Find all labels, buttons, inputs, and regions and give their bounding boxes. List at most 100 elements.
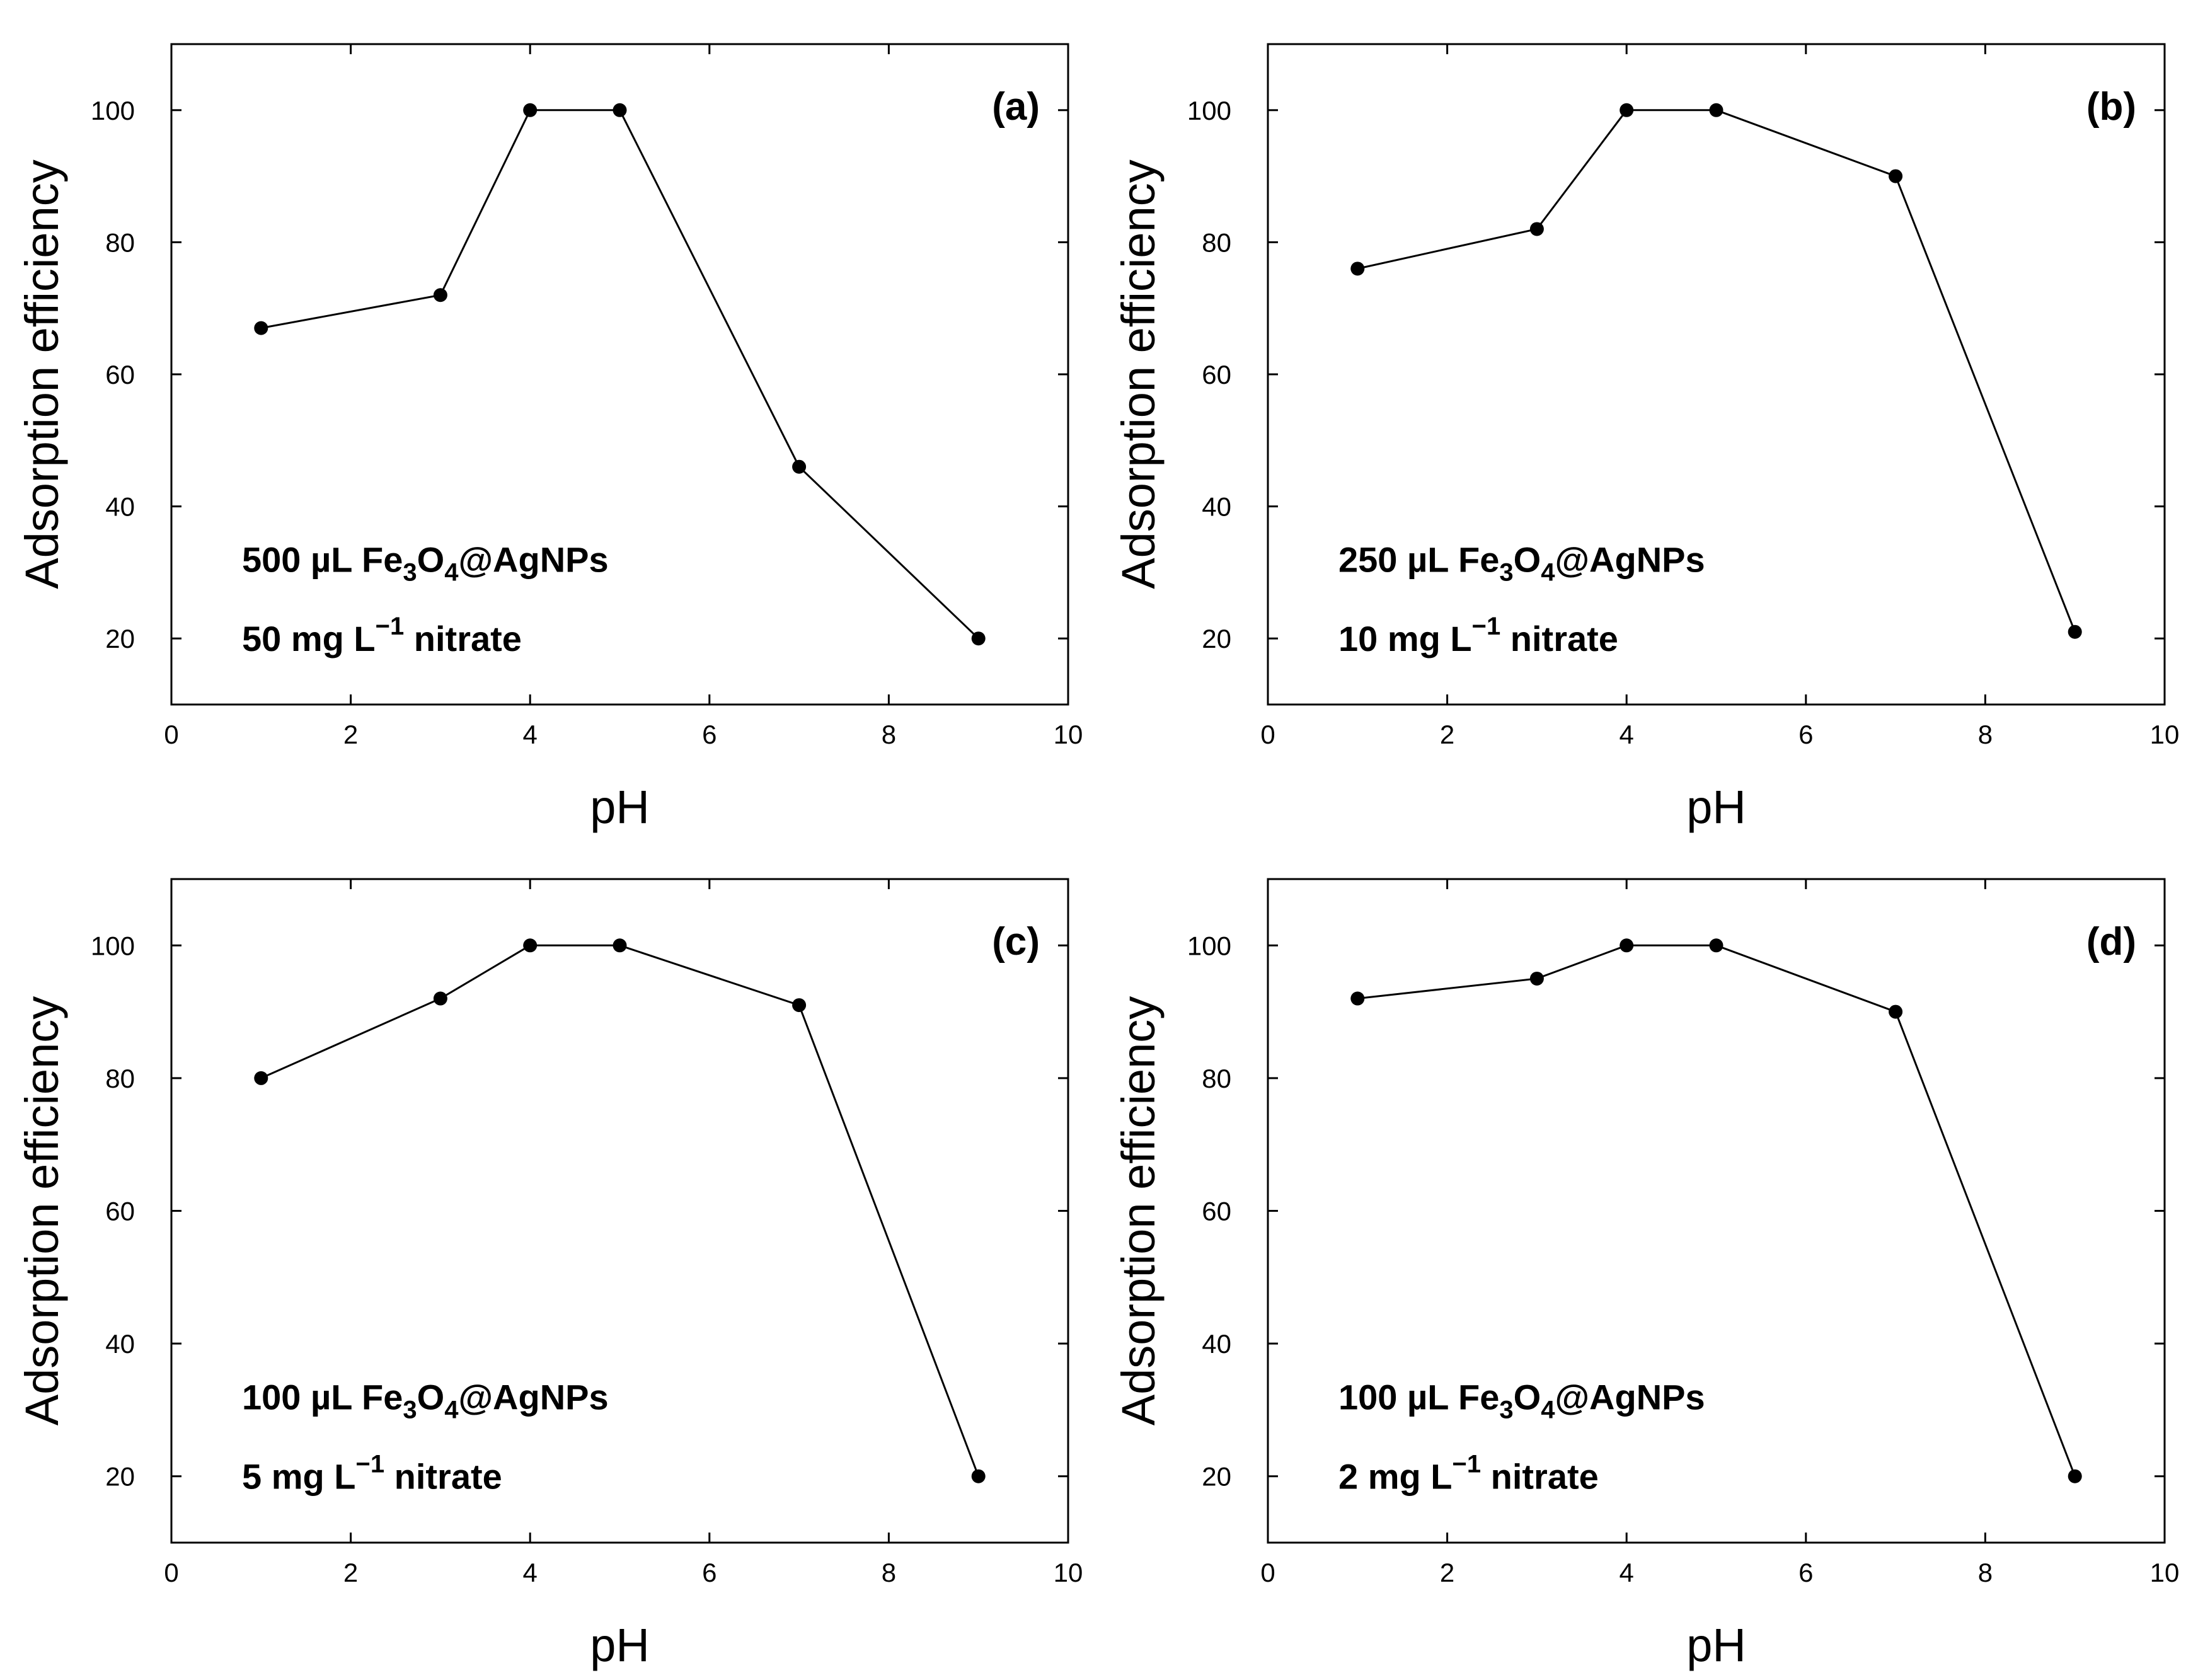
annotation-line-1: 250 µL Fe3O4@AgNPs — [1338, 539, 1705, 586]
x-tick-label: 0 — [164, 1558, 178, 1587]
anno-text: @AgNPs — [1555, 1377, 1705, 1417]
data-point — [613, 938, 627, 953]
x-tick-label: 8 — [882, 1558, 896, 1587]
anno-text: 50 mg L — [242, 619, 376, 659]
y-tick-label: 100 — [1187, 931, 1231, 960]
data-point — [1350, 991, 1365, 1006]
x-tick-label: 10 — [1054, 1558, 1083, 1587]
y-tick-label: 60 — [1202, 360, 1231, 389]
y-axis-label: Adsorption efficiency — [1112, 159, 1165, 589]
series-line — [1357, 944, 2076, 1477]
data-point — [971, 1469, 986, 1483]
x-tick-label: 8 — [1978, 1558, 1993, 1587]
plot-frame — [170, 878, 1069, 1544]
anno-text: nitrate — [384, 1457, 502, 1497]
data-point — [1529, 971, 1544, 986]
x-axis-label: pH — [1686, 1619, 1746, 1671]
x-tick-label: 10 — [2150, 720, 2180, 749]
y-tick-label: 20 — [1202, 624, 1231, 653]
y-tick-label: 20 — [1202, 1462, 1231, 1492]
x-tick-label: 6 — [702, 720, 716, 749]
data-point — [254, 1071, 268, 1085]
anno-text: @AgNPs — [458, 1377, 608, 1417]
y-tick-label: 80 — [1202, 227, 1231, 257]
x-axis-label: pH — [590, 781, 650, 833]
x-tick-label: 6 — [1798, 1558, 1813, 1587]
series-line — [1357, 109, 2076, 633]
anno-text: nitrate — [404, 619, 522, 659]
anno-text: 2 mg L — [1338, 1457, 1452, 1497]
anno-text: 5 mg L — [242, 1457, 355, 1497]
y-tick-label: 100 — [1187, 96, 1231, 125]
anno-text: O — [1514, 1377, 1541, 1417]
x-tick-label: 8 — [882, 720, 896, 749]
data-point — [433, 288, 447, 302]
anno-superscript: −1 — [1452, 1451, 1481, 1478]
anno-subscript: 3 — [1499, 558, 1513, 586]
data-point — [1620, 103, 1634, 117]
annotation-line-2: 10 mg L−1 nitrate — [1338, 613, 1618, 659]
data-point — [523, 938, 538, 953]
y-tick-label: 100 — [91, 96, 135, 125]
data-point — [1529, 222, 1544, 236]
plot-frame — [1267, 43, 2166, 706]
x-axis-label: pH — [1686, 781, 1746, 833]
anno-subscript: 4 — [1541, 558, 1555, 586]
y-tick-label: 40 — [105, 492, 135, 522]
plot-frame — [170, 43, 1069, 706]
anno-text: nitrate — [1500, 619, 1618, 659]
data-point — [1889, 1004, 1903, 1019]
x-tick-label: 6 — [1798, 720, 1813, 749]
x-tick-label: 4 — [1620, 1558, 1634, 1587]
anno-text: 500 µL Fe — [242, 539, 403, 579]
y-axis-label: Adsorption efficiency — [16, 159, 68, 589]
y-tick-label: 60 — [1202, 1197, 1231, 1226]
anno-text: nitrate — [1481, 1457, 1599, 1497]
y-tick-label: 20 — [105, 624, 135, 653]
anno-text: @AgNPs — [458, 539, 608, 579]
x-tick-label: 10 — [2150, 1558, 2180, 1587]
y-tick-label: 80 — [1202, 1064, 1231, 1093]
x-tick-label: 0 — [164, 720, 178, 749]
data-point — [1889, 169, 1903, 183]
data-point — [971, 631, 986, 646]
anno-subscript: 4 — [1541, 1396, 1555, 1424]
y-tick-label: 40 — [1202, 492, 1231, 522]
data-point — [792, 998, 807, 1013]
annotation-line-1: 500 µL Fe3O4@AgNPs — [242, 539, 609, 586]
x-tick-label: 4 — [1620, 720, 1634, 749]
chart-panel-0: 0 2 4 6 8 10 20 40 60 80 100 pH Adsorption efficienc… — [16, 43, 1083, 833]
chart-panel-2: 0 2 4 6 8 10 20 40 60 80 100 pH Adsorption efficienc… — [16, 878, 1083, 1671]
x-tick-label: 2 — [1440, 720, 1454, 749]
anno-text: 250 µL Fe — [1338, 539, 1499, 579]
chart-panel-1: 0 2 4 6 8 10 20 40 60 80 100 pH Adsorption efficienc… — [1112, 43, 2180, 833]
x-tick-label: 8 — [1978, 720, 1993, 749]
data-point — [1620, 938, 1634, 953]
x-tick-label: 2 — [343, 1558, 358, 1587]
y-axis-label: Adsorption efficiency — [16, 996, 68, 1425]
annotation-line-2: 2 mg L−1 nitrate — [1338, 1451, 1599, 1497]
anno-subscript: 3 — [403, 1396, 417, 1424]
anno-subscript: 3 — [1499, 1396, 1513, 1424]
series-line — [261, 109, 979, 640]
anno-text: 100 µL Fe — [1338, 1377, 1499, 1417]
anno-text: 100 µL Fe — [242, 1377, 403, 1417]
data-point — [2068, 1469, 2082, 1483]
anno-text: O — [417, 1377, 445, 1417]
y-tick-label: 60 — [105, 360, 135, 389]
x-tick-label: 6 — [702, 1558, 716, 1587]
x-tick-label: 10 — [1054, 720, 1083, 749]
x-tick-label: 2 — [1440, 1558, 1454, 1587]
x-tick-label: 4 — [523, 1558, 538, 1587]
anno-text: O — [1514, 539, 1541, 579]
annotation-line-1: 100 µL Fe3O4@AgNPs — [242, 1377, 609, 1424]
data-point — [792, 459, 807, 474]
data-point — [254, 321, 268, 335]
annotation-line-2: 5 mg L−1 nitrate — [242, 1451, 502, 1497]
y-tick-label: 20 — [105, 1462, 135, 1492]
y-tick-label: 40 — [105, 1329, 135, 1359]
data-point — [523, 103, 538, 117]
y-tick-label: 80 — [105, 227, 135, 257]
